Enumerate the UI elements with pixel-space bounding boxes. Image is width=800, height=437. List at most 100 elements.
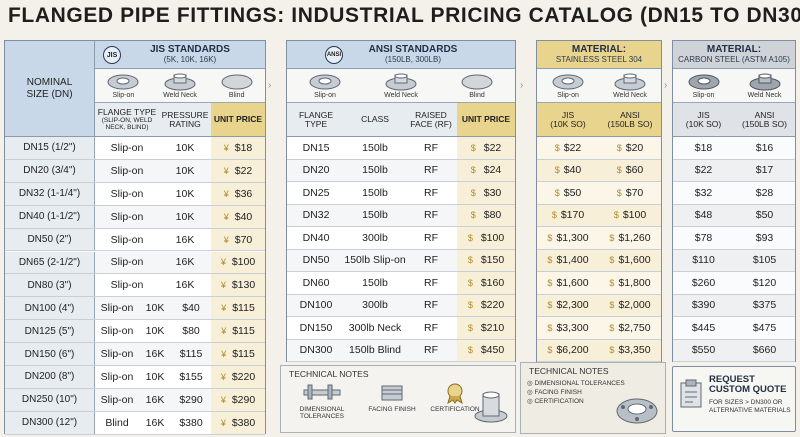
flange-type-cell: Slip-on <box>110 164 144 177</box>
jis-price-value: $1,400 <box>556 254 589 267</box>
jis-price-value: $1,600 <box>556 276 589 289</box>
yen-icon: ¥ <box>223 234 229 245</box>
unit-price-cell: ¥ $290 <box>211 388 265 411</box>
jis-badge-icon: JIS <box>103 46 121 64</box>
table-row: $ $1,400 $ $1,600 <box>537 249 661 272</box>
class-cell: 150lb <box>362 164 388 177</box>
ansi-price-value: $1,260 <box>618 231 651 244</box>
jis-header: JIS JIS STANDARDS (5K, 10K, 16K) <box>95 41 265 69</box>
dollar-icon: $ <box>554 165 560 176</box>
jis-price-cell: $ $22 <box>537 137 599 159</box>
pressure-rating-cell: 16K <box>175 279 195 292</box>
table-row: $ $1,600 $ $1,800 <box>537 272 661 295</box>
facing-finish-icon <box>381 385 403 401</box>
jis-price-cell: $445 <box>691 321 716 334</box>
ansi-price-cell: $120 <box>752 276 777 289</box>
blind-flange-icon <box>221 74 253 89</box>
ansi-price-value: $2,750 <box>618 321 651 334</box>
pressure-rating-cell: 10K <box>175 187 195 200</box>
unit-price-cell: ¥ $115 <box>211 297 265 320</box>
unit-price-value: $70 <box>234 233 253 246</box>
jis-weldneck-cell: Weld Neck <box>152 69 209 102</box>
request-quote-button[interactable]: REQUEST CUSTOM QUOTE FOR SIZES > DN300 O… <box>672 366 796 432</box>
dollar-icon: $ <box>616 187 622 198</box>
size-cell: DN25 <box>302 186 330 199</box>
unit-price-value: $115 <box>232 325 255 338</box>
ansi-icon-row: Slip-on Weld Neck Blind <box>287 69 515 103</box>
ansi-price-cell: $17 <box>755 164 774 177</box>
unit-price-value: $450 <box>480 344 505 357</box>
stainless-header: MATERIAL: STAINLESS STEEL 304 <box>537 41 661 69</box>
jis-price-cell: $ $170 <box>537 205 599 227</box>
weld-neck-flange-icon <box>614 73 646 90</box>
jis-price-value: $1,300 <box>556 231 589 244</box>
dollar-icon: $ <box>554 187 560 198</box>
yen-icon: ¥ <box>220 371 226 382</box>
jis-price-cell: $110 <box>692 254 715 267</box>
pressure-rating-cell: 10K <box>145 370 165 383</box>
unit-price-value: $100 <box>231 256 256 269</box>
dollar-icon: $ <box>609 232 615 243</box>
unit-price-cell: ¥ $100 <box>211 251 265 274</box>
table-row: $ $40 $ $60 <box>537 159 661 182</box>
unit-price-cell: ¥ $115 <box>211 320 265 343</box>
raised-face-cell: RF <box>424 254 438 267</box>
ansi-price-cell: $ $1,260 <box>599 227 661 249</box>
price-cell: $290 <box>179 393 203 406</box>
pressure-rating-cell: 16K <box>145 393 165 406</box>
table-row: $ $50 $ $70 <box>537 182 661 205</box>
weld-neck-flange-icon <box>385 73 417 90</box>
dollar-icon: $ <box>547 277 553 288</box>
ansi-price-value: $1,800 <box>618 276 651 289</box>
jis-price-cell: $ $1,400 <box>537 250 599 272</box>
raised-face-cell: RF <box>424 186 438 199</box>
jis-price-cell: $ $3,300 <box>537 317 599 339</box>
jis-price-cell: $ $6,200 <box>537 340 599 362</box>
unit-price-cell: $ $220 <box>457 294 515 316</box>
quote-subtitle: FOR SIZES > DN300 OR ALTERNATIVE MATERIA… <box>709 399 791 414</box>
size-cell: DN300 <box>299 344 333 357</box>
size-cell: DN60 <box>302 276 330 289</box>
unit-price-value: $150 <box>480 254 505 267</box>
table-row: DN32 (1-1/4") Slip-on 10K ¥ $36 <box>5 182 265 206</box>
table-row: DN250 (10") Slip-on 16K $290 ¥ $290 <box>5 388 265 412</box>
class-cell: 150lb <box>362 209 388 222</box>
ansi-price-value: $3,350 <box>618 344 651 357</box>
nominal-size-cell: DN50 (2") <box>5 228 95 251</box>
unit-price-cell: ¥ $220 <box>211 366 265 388</box>
dollar-icon: $ <box>467 345 473 356</box>
unit-price-cell: $ $150 <box>457 249 515 271</box>
ansi-price-cell: $50 <box>755 209 774 222</box>
ansi-price-value: $60 <box>625 164 644 177</box>
ansi-price-value: $2,000 <box>618 299 651 312</box>
ansi-column-headers: FLANGE TYPE CLASS RAISED FACE (RF) UNIT … <box>287 103 515 137</box>
dollar-icon: $ <box>470 187 476 198</box>
ansi-price-cell: $ $100 <box>599 205 661 227</box>
ansi-price-cell: $ $20 <box>599 137 661 159</box>
flange-type-cell: Slip-on <box>100 370 134 383</box>
carbon-icon-row: Slip-on Weld Neck <box>673 69 795 103</box>
yen-icon: ¥ <box>220 257 226 268</box>
ansi-price-value: $70 <box>625 186 644 199</box>
jis-price-cell: $22 <box>694 164 713 177</box>
table-row: DN15 (1/2") Slip-on 10K ¥ $18 <box>5 137 265 160</box>
dollar-icon: $ <box>470 210 476 221</box>
table-row: $ $3,300 $ $2,750 <box>537 317 661 340</box>
yen-icon: ¥ <box>220 394 226 405</box>
nominal-size-cell: DN200 (8") <box>5 366 95 388</box>
weld-neck-flange-icon <box>749 73 780 90</box>
table-row: DN40 300lb RF $ $100 <box>287 227 515 250</box>
jis-price-value: $40 <box>563 164 582 177</box>
yen-icon: ¥ <box>223 211 229 222</box>
pressure-rating-cell: 10K <box>175 210 195 223</box>
jis-price-cell: $550 <box>691 344 716 357</box>
jis-price-cell: $78 <box>694 231 713 244</box>
table-row: $ $170 $ $100 <box>537 204 661 227</box>
jis-price-cell: $48 <box>694 209 713 222</box>
certification-icon <box>447 383 463 404</box>
table-row: DN300 150lb Blind RF $ $450 <box>287 339 515 362</box>
ansi-price-cell: $ $1,600 <box>599 250 661 272</box>
dollar-icon: $ <box>467 232 473 243</box>
jis-blind-cell: Blind <box>208 69 265 102</box>
dollar-icon: $ <box>547 255 553 266</box>
